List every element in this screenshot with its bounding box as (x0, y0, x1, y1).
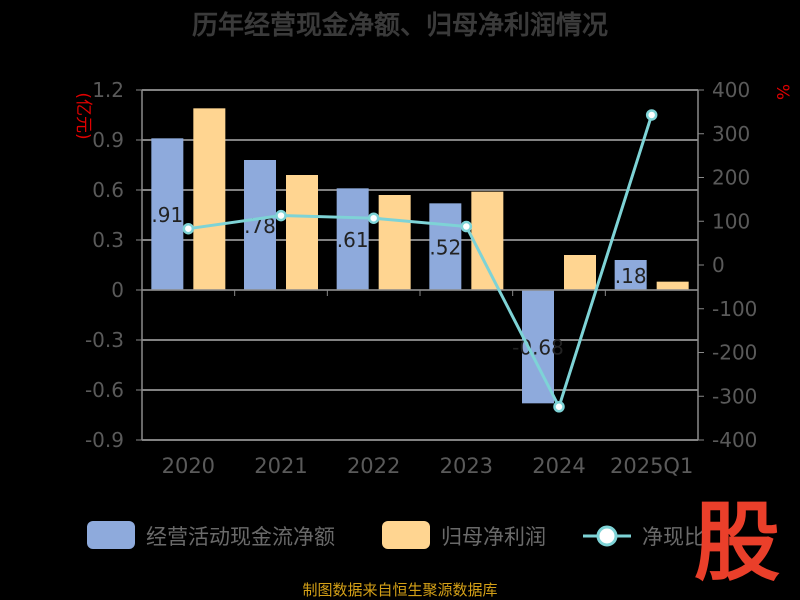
y-left-tick-label: 1.2 (92, 78, 124, 102)
legend-label-profit: 归母净利润 (441, 525, 546, 549)
y-right-tick-label: 100 (712, 209, 750, 233)
profit-bar (656, 281, 689, 290)
cash-bar-label: .18 (615, 264, 647, 288)
y-left-tick-label: -0.3 (85, 328, 124, 352)
legend-label-ratio: 净现比 (642, 525, 705, 549)
y-left-unit: (亿元) (73, 92, 93, 139)
x-tick-label: 2024 (532, 454, 585, 478)
cash-bar-label: .91 (151, 203, 183, 227)
y-right-unit: % (772, 84, 792, 100)
legend-marker-ratio (596, 525, 618, 547)
cash-bar (151, 138, 184, 290)
profit-bar (378, 195, 411, 290)
profit-bar (471, 191, 504, 290)
y-right-tick-label: 200 (712, 166, 750, 190)
ratio-point (367, 212, 380, 224)
profit-bar (564, 255, 596, 290)
cash-bar (336, 188, 369, 290)
y-left-tick-label: -0.6 (85, 378, 124, 402)
x-tick-label: 2025Q1 (610, 454, 693, 478)
y-right-tick-label: -100 (712, 297, 757, 321)
y-right-tick-label: -400 (712, 428, 757, 452)
legend-swatch-profit (382, 521, 430, 549)
chart-title: 历年经营现金净额、归母净利润情况 (192, 10, 608, 41)
cash-bar (614, 260, 647, 290)
y-right-tick-label: -300 (712, 384, 757, 408)
y-right-tick-label: 300 (712, 122, 750, 146)
y-right-tick-label: 0 (712, 253, 725, 277)
x-tick-label: 2022 (347, 454, 400, 478)
ratio-point (460, 220, 473, 233)
ratio-point (275, 209, 287, 222)
cash-bar (429, 203, 462, 290)
cash-bar-label: -0.68 (512, 336, 564, 360)
y-left-tick-label: 0.9 (92, 128, 124, 152)
profit-bar (193, 108, 226, 290)
y-left-tick-label: 0.3 (92, 228, 124, 252)
x-tick-label: 2021 (254, 454, 307, 478)
ratio-point (553, 401, 565, 413)
legend-label-cash: 经营活动现金流净额 (146, 525, 335, 549)
y-right-tick-label: 400 (712, 78, 750, 102)
source-note: 制图数据来自恒生聚源数据库 (302, 581, 498, 599)
ratio-point (645, 109, 658, 121)
legend-swatch-cash (87, 521, 135, 549)
watermark-logo: 股 (694, 493, 780, 593)
ratio-point (182, 222, 195, 235)
y-left-tick-label: 0 (111, 278, 124, 302)
profit-bar (286, 175, 318, 290)
cash-bar (244, 160, 276, 290)
x-tick-label: 2020 (162, 454, 215, 478)
x-tick-label: 2023 (440, 454, 493, 478)
y-right-tick-label: -200 (712, 341, 757, 365)
y-left-tick-label: 0.6 (92, 178, 124, 202)
y-left-tick-label: -0.9 (85, 428, 124, 452)
ratio-line (188, 114, 654, 411)
cash-bar-label: .52 (429, 236, 461, 260)
cash-bar-label: .61 (337, 228, 369, 252)
